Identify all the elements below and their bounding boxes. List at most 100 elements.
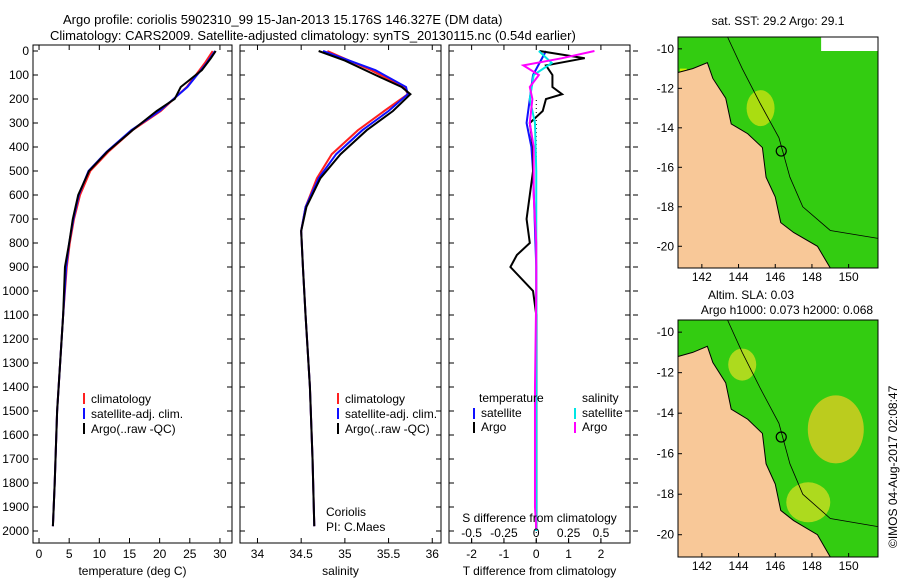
y-tick-label: 700 (9, 212, 29, 226)
series-satellite-adj-clim- (300, 50, 409, 527)
legend-swatch (473, 408, 475, 419)
missing-data (821, 37, 878, 51)
series-argo-raw-qc- (300, 50, 412, 527)
map-frame (677, 319, 879, 558)
lat-tick-label: -12 (657, 81, 675, 95)
lat-tick-label: -18 (657, 487, 675, 501)
map-title: Altim. SLA: 0.03 (708, 288, 794, 302)
y-tick-label: 1800 (2, 476, 29, 490)
y-tick-label: 2000 (2, 524, 29, 538)
title-line-2: Climatology: CARS2009. Satellite-adjuste… (50, 28, 576, 43)
sla-high (786, 482, 831, 523)
legend-swatch (337, 408, 339, 419)
legend-label: climatology (91, 392, 151, 406)
argo-float-marker (775, 431, 787, 443)
lon-tick-label: 146 (765, 559, 785, 573)
series-satellite-adj-clim- (51, 50, 216, 527)
x2-axis-label: S difference from climatology (462, 511, 617, 525)
series-climatology (300, 50, 410, 527)
y-tick-label: 0 (22, 44, 29, 58)
legend-label: satellite (582, 406, 623, 420)
warm-patch (746, 90, 775, 127)
map-subtitle: Argo h1000: 0.073 h2000: 0.068 (701, 303, 873, 317)
y-tick-label: 100 (9, 68, 29, 82)
legend-label: satellite (481, 406, 522, 420)
y-tick-label: 300 (9, 116, 29, 130)
argo-float-marker (775, 145, 787, 157)
y-tick-label: 1700 (2, 452, 29, 466)
lat-tick-label: -10 (657, 325, 675, 339)
lat-tick-label: -20 (657, 239, 675, 253)
lon-tick-label: 142 (692, 270, 712, 284)
lon-tick-label: 146 (765, 270, 785, 284)
legend-swatch (473, 422, 475, 433)
x-tick-label: 0 (36, 547, 43, 561)
x2-tick-label: -0.5 (461, 526, 482, 540)
panel-frame-difference (448, 44, 631, 544)
map-sst: 142 144 146 148 150 -10 -12 -14 -16 -18 -20 (657, 36, 879, 284)
legend-swatch (574, 408, 576, 419)
legend-swatch (83, 423, 85, 434)
copyright-text: ©IMOS 04-Aug-2017 02:08:47 (886, 385, 900, 548)
x-tick-label: 0 (533, 547, 540, 561)
x-tick-label: 36 (426, 547, 440, 561)
legend-label: Argo (582, 420, 608, 434)
y-tick-label: 600 (9, 188, 29, 202)
x2-tick-label: 0 (533, 526, 540, 540)
land-australia (677, 345, 832, 558)
series-climatology (51, 50, 214, 527)
legend-title: temperature (479, 391, 544, 405)
lon-tick-label: 148 (802, 559, 822, 573)
map-title: sat. SST: 29.2 Argo: 29.1 (712, 14, 845, 28)
lon-tick-label: 148 (802, 270, 822, 284)
lon-tick-label: 150 (839, 559, 859, 573)
legend-swatch (83, 393, 85, 404)
y-tick-label: 200 (9, 92, 29, 106)
legend-label: climatology (345, 392, 405, 406)
y-tick-label: 800 (9, 236, 29, 250)
lat-tick-label: -10 (657, 42, 675, 56)
x-tick-label: 20 (153, 547, 167, 561)
series-t-argo (509, 50, 585, 529)
y-tick-label: 900 (9, 260, 29, 274)
x-tick-label: 35 (338, 547, 352, 561)
x-axis-label: temperature (deg C) (78, 564, 186, 578)
legend-label: Argo (481, 420, 507, 434)
land-australia (677, 62, 832, 269)
legend-title: salinity (582, 391, 619, 405)
lat-tick-label: -12 (657, 366, 675, 380)
panel-frame-salinity (239, 44, 442, 544)
lat-tick-label: -14 (657, 121, 675, 135)
annotation-institution: Coriolis (326, 505, 366, 519)
y-tick-label: 1100 (3, 308, 29, 322)
x-tick-label: 10 (93, 547, 107, 561)
y-tick-label: 1200 (2, 332, 29, 346)
series-s-argo (520, 50, 595, 529)
shelf-contour (727, 36, 879, 239)
legend-swatch (574, 422, 576, 433)
x-tick-label: 30 (213, 547, 227, 561)
legend-swatch (83, 408, 85, 419)
series-argo-raw-qc- (51, 50, 217, 527)
lat-tick-label: -14 (657, 406, 675, 420)
x2-tick-label: 0.5 (593, 526, 610, 540)
lat-tick-label: -20 (657, 528, 675, 542)
legend-label: Argo(..raw -QC) (345, 422, 430, 436)
y-tick-label: 1000 (2, 284, 29, 298)
legend-label: Argo(..raw -QC) (91, 422, 176, 436)
legend-swatch (337, 423, 339, 434)
lat-tick-label: -18 (657, 200, 675, 214)
y-tick-label: 1500 (2, 404, 29, 418)
x-tick-label: 34.5 (289, 547, 313, 561)
y-tick-label: 500 (9, 164, 29, 178)
map-sla: 142 144 146 148 150 -10 -12 -14 -16 -18 -20 (657, 319, 879, 573)
x-tick-label: 15 (123, 547, 137, 561)
panel-frame-temperature (32, 44, 233, 544)
x-tick-label: 2 (598, 547, 605, 561)
x-tick-label: 1 (565, 547, 572, 561)
y-tick-label: 400 (9, 140, 29, 154)
lon-tick-label: 142 (692, 559, 712, 573)
y-tick-label: 1900 (2, 500, 29, 514)
